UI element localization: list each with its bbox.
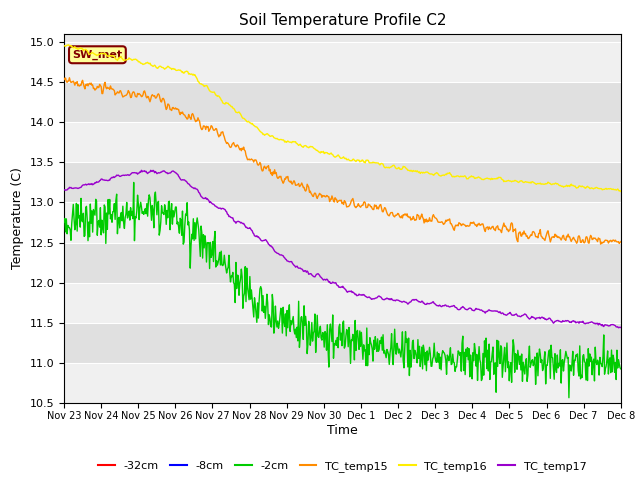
Bar bbox=[64, 42, 621, 82]
Legend: -32cm, -8cm, -2cm, TC_temp15, TC_temp16, TC_temp17: -32cm, -8cm, -2cm, TC_temp15, TC_temp16,… bbox=[94, 457, 591, 477]
X-axis label: Time: Time bbox=[327, 424, 358, 437]
Bar bbox=[64, 82, 621, 122]
Bar bbox=[64, 162, 621, 203]
Text: SW_met: SW_met bbox=[72, 49, 122, 60]
Bar bbox=[64, 242, 621, 283]
Bar bbox=[64, 363, 621, 403]
Title: Soil Temperature Profile C2: Soil Temperature Profile C2 bbox=[239, 13, 446, 28]
Bar bbox=[64, 203, 621, 242]
Y-axis label: Temperature (C): Temperature (C) bbox=[11, 168, 24, 269]
Bar bbox=[64, 323, 621, 363]
Bar bbox=[64, 122, 621, 162]
Bar bbox=[64, 283, 621, 323]
